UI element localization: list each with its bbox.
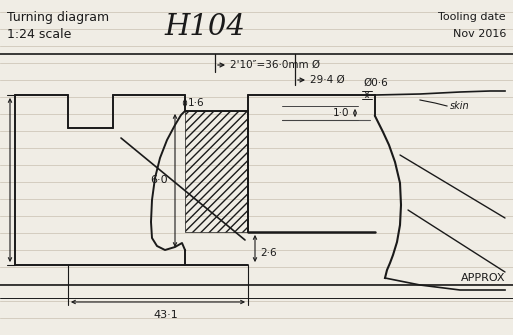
Text: H104: H104: [165, 13, 245, 41]
Text: 1·0: 1·0: [333, 108, 349, 118]
Text: skin: skin: [450, 101, 469, 111]
Text: 6·0: 6·0: [150, 175, 168, 185]
Text: 29·4 Ø: 29·4 Ø: [310, 75, 345, 85]
Text: 8·7: 8·7: [0, 175, 1, 185]
Text: Turning diagram: Turning diagram: [7, 11, 109, 24]
Text: Tooling date: Tooling date: [439, 12, 506, 22]
Text: Ø0·6: Ø0·6: [363, 78, 388, 88]
Text: APPROX: APPROX: [461, 273, 505, 283]
Text: Nov 2016: Nov 2016: [452, 29, 506, 39]
Text: 1·6: 1·6: [188, 98, 205, 108]
Text: 1:24 scale: 1:24 scale: [7, 28, 71, 42]
Text: 2·6: 2·6: [260, 248, 277, 258]
Text: 43·1: 43·1: [153, 310, 177, 320]
Text: 2'10″=36·0mm Ø: 2'10″=36·0mm Ø: [230, 60, 320, 70]
